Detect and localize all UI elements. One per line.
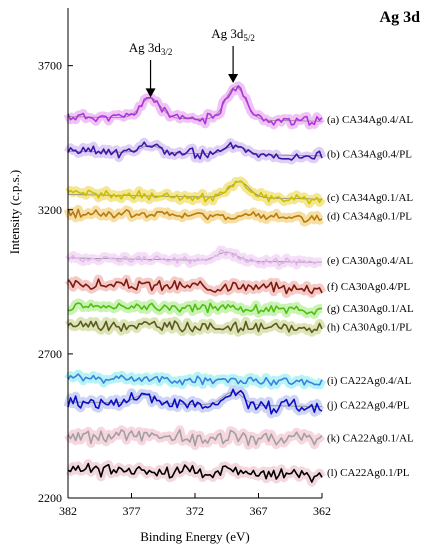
series-labels: (a) CA34Ag0.4/AL (b) CA34Ag0.4/PL (c) CA34…	[327, 114, 414, 479]
series-line	[67, 373, 323, 387]
series-label: (g) CA30Ag0.1/AL	[327, 303, 414, 315]
annotation-label: Ag 3d5/2	[211, 26, 255, 43]
series-line	[67, 429, 323, 447]
x-tick-label: 382	[59, 504, 77, 518]
series-label: (b) CA34Ag0.4/PL	[327, 149, 412, 161]
series-line	[67, 249, 323, 267]
spectra-curves	[67, 85, 323, 483]
fit-curves	[67, 86, 323, 407]
y-tick-label: 3700	[38, 59, 62, 73]
series-label: (l) CA22Ag0.1/PL	[327, 467, 410, 479]
series-label: (d) CA34Ag0.1/PL	[327, 211, 412, 223]
series-label: (k) CA22Ag0.1/AL	[327, 432, 414, 444]
series-label: (j) CA22Ag0.4/PL	[327, 399, 410, 411]
series-line	[67, 302, 323, 316]
series-line	[67, 208, 323, 223]
x-tick-label: 367	[250, 504, 268, 518]
series-label: (c) CA34Ag0.1/AL	[327, 192, 413, 204]
y-ticks: 2200 2700 3200 3700	[38, 59, 73, 505]
series-line	[67, 388, 323, 415]
y-tick-label: 3200	[38, 203, 62, 217]
series-line	[67, 85, 323, 126]
x-tick-label: 362	[313, 504, 331, 518]
annotation-arrowhead	[228, 73, 239, 83]
series-label: (h) CA30Ag0.1/PL	[327, 322, 412, 334]
series-line	[67, 462, 323, 483]
peak-annotations: Ag 3d3/2 Ag 3d5/2	[129, 26, 255, 98]
x-axis-label: Binding Energy (eV)	[140, 529, 250, 544]
series-line	[67, 278, 323, 295]
series-label: (e) CA30Ag0.4/AL	[327, 255, 413, 267]
y-tick-label: 2700	[38, 347, 62, 361]
annotation-label: Ag 3d3/2	[129, 40, 173, 57]
series-label: (a) CA34Ag0.4/AL	[327, 114, 413, 126]
y-tick-label: 2200	[38, 491, 62, 505]
series-line	[67, 320, 323, 334]
chart-title: Ag 3d	[380, 9, 421, 26]
series-label: (i) CA22Ag0.4/AL	[327, 375, 412, 387]
y-axis-label: Intensity (c.p.s.)	[7, 170, 22, 254]
x-ticks: 382 377 372 367 362	[59, 493, 331, 518]
series-line	[67, 180, 323, 205]
series-line	[67, 141, 323, 161]
x-tick-label: 377	[123, 504, 141, 518]
annotation-arrowhead	[145, 88, 156, 98]
x-tick-label: 372	[186, 504, 204, 518]
series-label: (f) CA30Ag0.4/PL	[327, 281, 410, 293]
